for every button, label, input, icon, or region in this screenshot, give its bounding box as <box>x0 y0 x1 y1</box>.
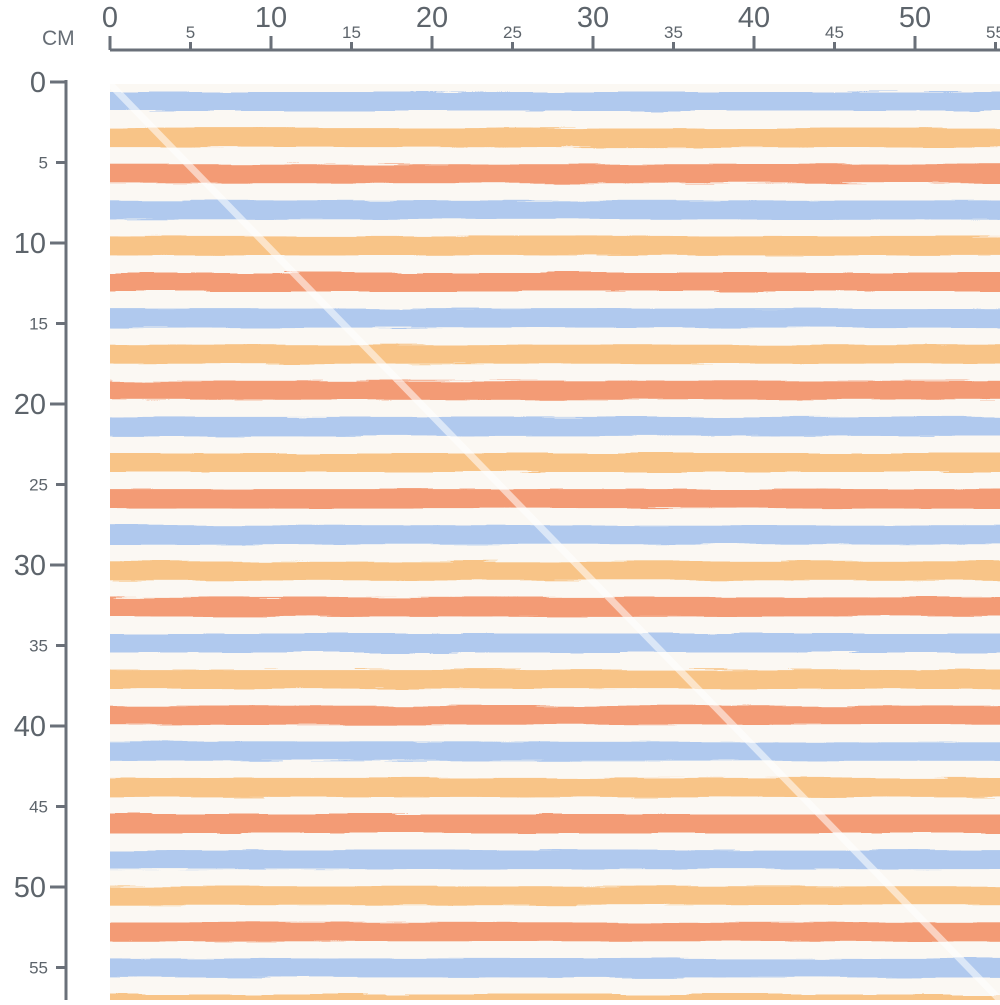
stripe <box>110 705 1000 725</box>
stripe <box>110 669 1000 689</box>
left-tick-label-55: 55 <box>29 959 48 978</box>
stripe <box>110 308 1000 328</box>
stripe <box>110 416 1000 436</box>
top-ruler-ticks: 0 5 10 15 20 25 30 35 40 45 50 55 <box>102 2 1000 50</box>
left-ruler: 0 5 10 15 20 25 30 35 40 45 50 55 <box>0 62 110 1000</box>
stripe <box>110 814 1000 833</box>
stripe <box>110 994 1000 1000</box>
fabric-swatch <box>110 84 1000 1000</box>
left-tick-label-0: 0 <box>30 67 46 99</box>
stripe <box>110 777 1000 797</box>
top-tick-label-35: 35 <box>664 23 683 42</box>
stripe-pattern <box>110 84 1000 1000</box>
left-tick-label-35: 35 <box>29 637 48 656</box>
stripe <box>110 236 1000 256</box>
left-tick-label-20: 20 <box>14 389 46 421</box>
top-tick-label-40: 40 <box>738 2 770 34</box>
stripe <box>110 561 1000 581</box>
top-tick-label-15: 15 <box>342 23 361 42</box>
stripe-group <box>110 92 1000 1000</box>
left-tick-label-45: 45 <box>29 798 48 817</box>
stripe <box>110 850 1000 870</box>
left-tick-label-25: 25 <box>29 476 48 495</box>
stripe <box>110 922 1000 942</box>
top-tick-label-30: 30 <box>577 2 609 34</box>
left-tick-label-15: 15 <box>29 315 48 334</box>
stripe <box>110 164 1000 184</box>
top-tick-label-5: 5 <box>186 23 195 42</box>
watermark-line <box>110 84 1000 1000</box>
stripe <box>110 272 1000 292</box>
left-tick-label-50: 50 <box>14 872 46 904</box>
stripe <box>110 380 1000 400</box>
left-tick-label-10: 10 <box>14 228 46 260</box>
stripe <box>110 633 1000 653</box>
left-ruler-ticks: 0 5 10 15 20 25 30 35 40 45 50 55 <box>14 67 66 978</box>
left-tick-label-5: 5 <box>39 154 48 173</box>
top-ruler-scale: 0 5 10 15 20 25 30 35 40 45 50 55 <box>102 2 1000 52</box>
stripe <box>110 128 1000 148</box>
stripe <box>110 489 1000 509</box>
left-tick-label-30: 30 <box>14 550 46 582</box>
left-tick-label-40: 40 <box>14 711 46 743</box>
top-tick-label-0: 0 <box>102 2 118 34</box>
top-ruler: 0 5 10 15 20 25 30 35 40 45 50 55 <box>0 0 1000 62</box>
stripe <box>110 525 1000 545</box>
stripe <box>110 453 1000 472</box>
stripe <box>110 597 1000 617</box>
stripe <box>110 92 1000 111</box>
top-tick-label-25: 25 <box>503 23 522 42</box>
top-tick-label-10: 10 <box>255 2 287 34</box>
unit-label: CM <box>42 27 75 50</box>
top-tick-label-45: 45 <box>825 23 844 42</box>
stripe <box>110 200 1000 220</box>
top-tick-label-20: 20 <box>416 2 448 34</box>
stripe <box>110 741 1000 761</box>
top-tick-label-55: 55 <box>986 23 1000 42</box>
stripe <box>110 344 1000 364</box>
stripe <box>110 886 1000 906</box>
left-ruler-scale: 0 5 10 15 20 25 30 35 40 45 50 55 <box>14 67 68 1000</box>
stripe <box>110 958 1000 978</box>
top-tick-label-50: 50 <box>899 2 931 34</box>
